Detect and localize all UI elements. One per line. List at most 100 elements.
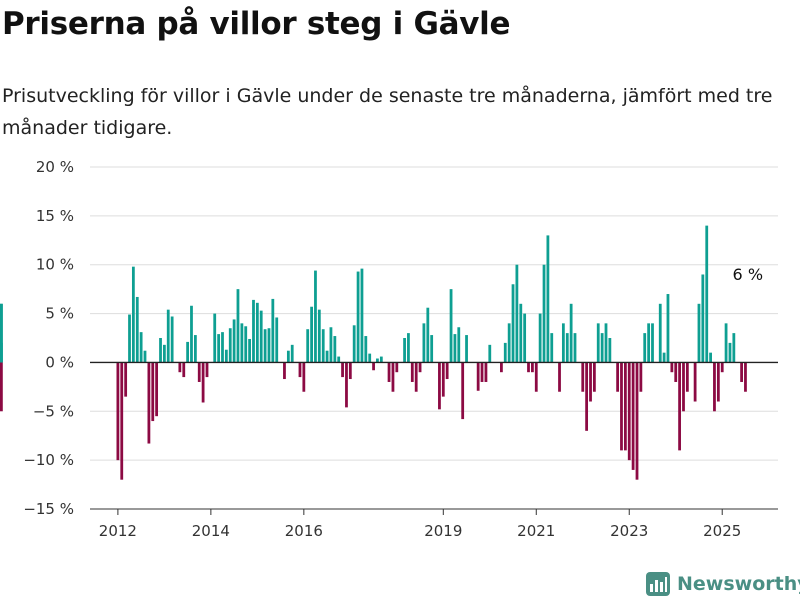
bar <box>360 268 364 363</box>
bar <box>407 333 410 363</box>
bar <box>310 306 313 363</box>
bar <box>713 362 716 412</box>
bar <box>542 264 546 363</box>
x-tick-label: 2025 <box>703 522 741 540</box>
bar <box>391 362 395 392</box>
x-tick-label: 2016 <box>285 522 323 540</box>
bar <box>352 325 356 363</box>
bar <box>221 332 224 363</box>
bar <box>728 342 732 363</box>
brand-name: Newsworthy <box>677 573 800 595</box>
bar <box>592 362 596 392</box>
bar <box>484 362 488 382</box>
bar <box>364 336 368 363</box>
bar <box>740 362 743 382</box>
bar <box>205 362 209 378</box>
bar <box>697 303 701 363</box>
bar <box>453 334 457 363</box>
bar <box>678 362 681 451</box>
bar <box>449 289 453 363</box>
bar <box>306 329 310 363</box>
bar <box>445 362 449 380</box>
y-tick-label: −15 % <box>23 500 74 518</box>
bar <box>131 266 135 363</box>
y-tick-label: 15 % <box>36 207 74 225</box>
bar <box>356 271 360 363</box>
bar <box>627 362 631 461</box>
bar <box>616 362 620 392</box>
bar <box>658 303 662 363</box>
bar <box>581 362 585 392</box>
bar <box>267 328 271 363</box>
y-tick-label: −10 % <box>23 451 74 469</box>
bar <box>461 362 465 420</box>
bar <box>0 362 3 412</box>
bar <box>438 362 441 410</box>
bar <box>701 274 705 363</box>
bar <box>608 338 612 363</box>
bar <box>631 362 635 470</box>
bar <box>283 362 286 380</box>
bar <box>507 323 511 363</box>
bar <box>255 302 259 363</box>
bar <box>546 235 550 363</box>
bar <box>217 334 221 363</box>
bar <box>670 362 674 373</box>
gridlines <box>90 166 778 510</box>
bars <box>0 225 747 480</box>
bar <box>724 323 728 363</box>
chart-subtitle: Prisutveckling för villor i Gävle under … <box>2 85 773 139</box>
bar <box>252 299 255 363</box>
bar <box>403 338 406 363</box>
bar <box>116 362 120 461</box>
y-tick-label: 10 % <box>36 256 74 274</box>
bar <box>155 362 159 417</box>
bar <box>139 332 143 363</box>
bar <box>662 352 666 363</box>
chart-title: Priserna på villor steg i Gävle <box>2 6 511 42</box>
bar <box>317 309 321 363</box>
bar <box>422 323 426 363</box>
bar <box>465 335 468 363</box>
bar <box>228 328 232 363</box>
bar <box>232 319 236 363</box>
bar <box>589 362 592 402</box>
bar <box>635 362 639 480</box>
bar <box>290 344 294 363</box>
bar <box>705 225 709 363</box>
bar <box>341 362 344 378</box>
bar <box>550 333 554 363</box>
bar <box>600 333 604 363</box>
bar <box>488 344 492 363</box>
bar <box>186 341 190 363</box>
bar <box>201 362 205 403</box>
bar <box>515 264 519 363</box>
bar <box>368 353 372 363</box>
bar <box>162 344 166 363</box>
bar <box>329 327 333 363</box>
bar <box>143 350 147 363</box>
bar <box>596 323 600 363</box>
bar <box>744 362 747 392</box>
bar <box>457 327 461 363</box>
x-tick-label: 2014 <box>192 522 230 540</box>
bar <box>224 349 228 363</box>
bar <box>531 362 534 373</box>
bar <box>643 333 647 363</box>
bar <box>716 362 720 402</box>
bar <box>410 362 414 382</box>
bar <box>159 338 162 363</box>
bar <box>534 362 538 392</box>
bar <box>511 284 515 363</box>
bar <box>430 335 434 363</box>
bar <box>286 350 290 363</box>
bar <box>561 323 565 363</box>
bar <box>240 323 244 363</box>
bar <box>623 362 627 451</box>
bar <box>476 362 480 391</box>
bar <box>565 333 569 363</box>
bar <box>666 294 670 363</box>
bar <box>372 362 375 371</box>
bar <box>674 362 678 382</box>
